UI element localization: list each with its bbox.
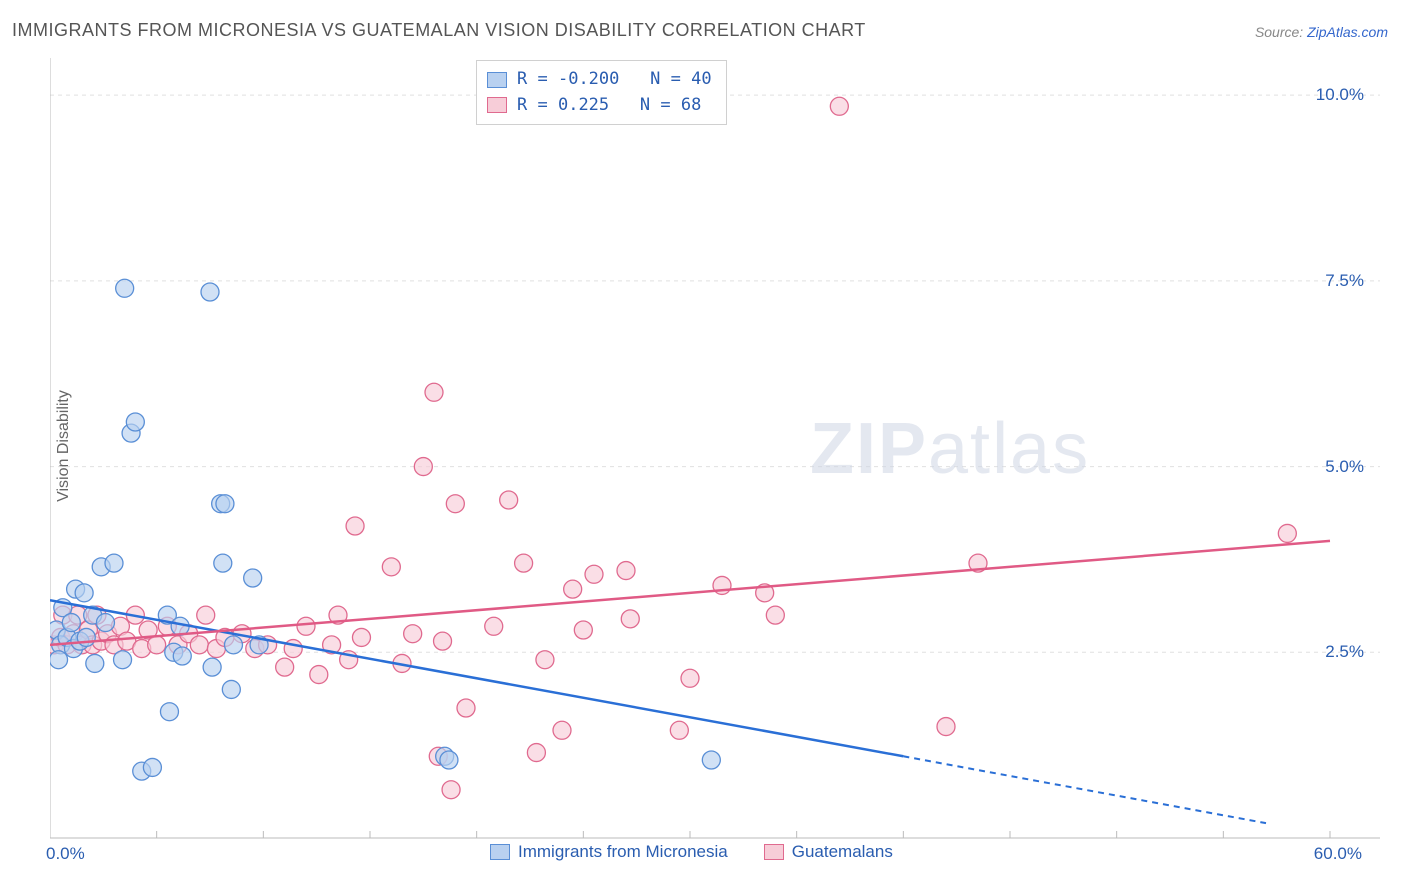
legend-label-a: Immigrants from Micronesia xyxy=(518,842,728,862)
source-link[interactable]: ZipAtlas.com xyxy=(1307,24,1388,40)
legend-row-a: R = -0.200 N = 40 xyxy=(487,67,712,93)
y-tick-3: 10.0% xyxy=(1316,85,1364,105)
legend-item-a: Immigrants from Micronesia xyxy=(490,842,728,862)
chart-area: ZIPatlas R = -0.200 N = 40 R = 0.225 N =… xyxy=(50,58,1390,858)
legend-row-b: R = 0.225 N = 68 xyxy=(487,93,712,119)
chart-title: IMMIGRANTS FROM MICRONESIA VS GUATEMALAN… xyxy=(12,20,866,41)
source-credit: Source: ZipAtlas.com xyxy=(1255,24,1388,40)
scatter-plot xyxy=(50,58,1390,858)
swatch-b xyxy=(487,97,507,113)
series-legend: Immigrants from Micronesia Guatemalans xyxy=(490,842,893,862)
correlation-legend: R = -0.200 N = 40 R = 0.225 N = 68 xyxy=(476,60,727,125)
y-tick-2: 7.5% xyxy=(1325,271,1364,291)
x-axis-min-label: 0.0% xyxy=(46,844,85,864)
source-label: Source: xyxy=(1255,24,1307,40)
legend-item-b: Guatemalans xyxy=(764,842,893,862)
swatch-b2 xyxy=(764,844,784,860)
y-tick-0: 2.5% xyxy=(1325,642,1364,662)
x-axis-max-label: 60.0% xyxy=(1314,844,1362,864)
legend-label-b: Guatemalans xyxy=(792,842,893,862)
swatch-a2 xyxy=(490,844,510,860)
y-tick-1: 5.0% xyxy=(1325,457,1364,477)
swatch-a xyxy=(487,72,507,88)
